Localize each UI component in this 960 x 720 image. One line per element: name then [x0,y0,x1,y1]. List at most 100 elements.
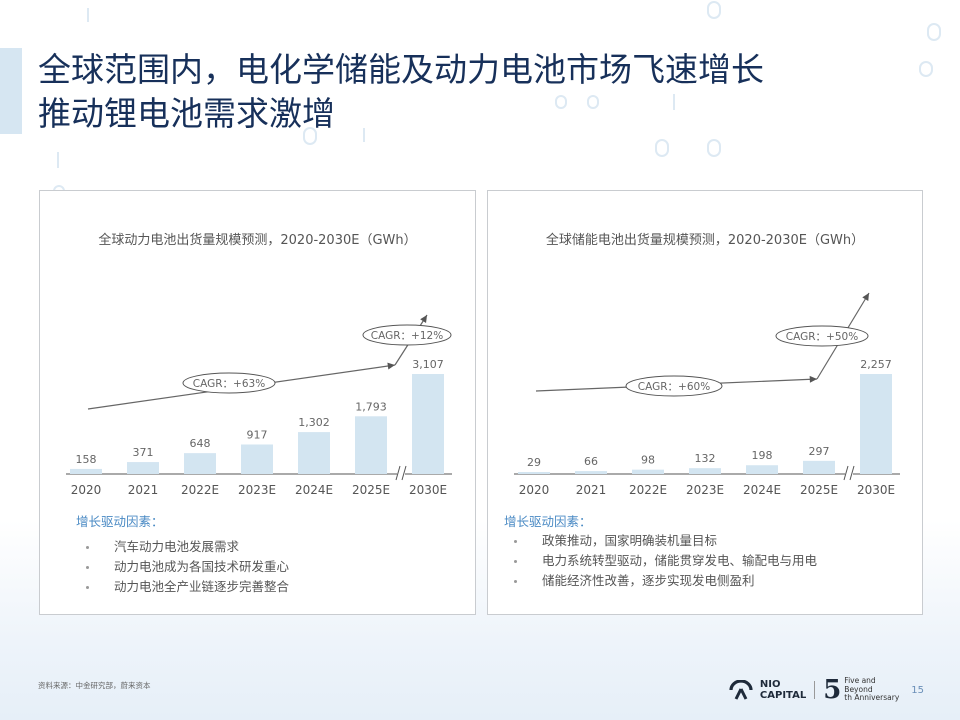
list-item: 电力系统转型驱动，储能贯穿发电、输配电与用电 [514,551,817,571]
x-tick-label: 2025E [352,483,390,497]
x-tick-label: 2024E [743,483,781,497]
data-label: 66 [584,455,598,468]
bar-2025E [803,460,835,474]
anniversary-text: Five and Beyond th Anniversary [844,677,899,703]
x-tick-label: 2030E [409,483,447,497]
list-item: 动力电池全产业链逐步完善整合 [86,577,289,597]
page-title: 全球范围内，电化学储能及动力电池市场飞速增长 推动锂电池需求激增 [38,48,764,136]
list-item: 汽车动力电池发展需求 [86,537,289,557]
x-tick-label: 2020 [71,483,102,497]
bar-2023E [241,444,273,474]
page-title-line-1: 全球范围内，电化学储能及动力电池市场飞速增长 [38,50,764,89]
driver-text: 动力电池全产业链逐步完善整合 [114,579,290,594]
data-label: 2,257 [860,358,892,371]
bullet-icon [86,546,89,549]
bar-2022E [184,453,216,474]
cagr-ellipse [625,375,723,397]
logo-divider [814,681,816,699]
anniv-line-3: th Anniversary [844,693,900,703]
data-label: 158 [76,453,97,466]
nio-capital-wordmark: NIO CAPITAL [760,679,806,701]
x-tick-label: 2022E [181,483,219,497]
chart-title: 全球动力电池出货量规模预测，2020-2030E（GWh） [98,233,417,248]
x-tick-label: 2023E [686,483,724,497]
drivers-title: 增长驱动因素： [504,514,592,529]
x-tick-label: 2020 [519,483,550,497]
data-label: 29 [527,456,541,469]
drivers-list: 汽车动力电池发展需求 动力电池成为各国技术研发重心 动力电池全产业链逐步完善整合 [86,537,289,597]
x-tick-label: 2022E [629,483,667,497]
bullet-icon [514,560,517,563]
nio-logo-icon [729,680,753,700]
logo-line-2: CAPITAL [759,690,807,701]
arrow-head-icon [862,293,869,301]
bullet-icon [86,566,89,569]
power-battery-panel: 全球动力电池出货量规模预测，2020-2030E（GWh） 158 2020 371… [39,190,476,615]
x-tick-label: 2023E [238,483,276,497]
bullet-icon [514,580,517,583]
bar-2024E [298,432,330,474]
data-label: 98 [641,454,655,467]
data-label: 1,302 [298,416,330,429]
logo-line-1: NIO [759,679,781,690]
bar-2023E [689,468,721,474]
list-item: 政策推动，国家明确装机量目标 [514,531,817,551]
bar-2025E [355,416,387,474]
bullet-icon [514,540,517,543]
arrow-head-icon [420,315,427,323]
data-label: 297 [809,445,830,458]
axis-break-mark [843,465,849,481]
footer-logo: NIO CAPITAL 5 Five and Beyond th Anniver… [728,672,924,708]
x-tick-label: 2021 [128,483,159,497]
anniv-line-2: Beyond [844,684,873,694]
data-label: 198 [752,449,773,462]
bar-2030E [860,374,892,474]
bar-2020 [70,468,102,474]
axis-break-gap [845,466,853,480]
chart-title: 全球储能电池出货量规模预测，2020-2030E（GWh） [545,233,865,248]
energy-storage-chart: 29 2020 66 2021 98 2022E 132 2023E 198 2024E 297 20… [514,292,900,497]
axis-break-mark [395,465,401,481]
driver-text: 动力电池成为各国技术研发重心 [114,559,290,574]
bar-2024E [746,465,778,474]
list-item: 储能经济性改善，逐步实现发电侧盈利 [514,571,817,591]
data-label: 648 [190,437,211,450]
anniv-line-1: Five and [844,676,876,686]
page-number: 15 [911,684,924,696]
driver-text: 电力系统转型驱动，储能贯穿发电、输配电与用电 [542,553,818,568]
data-label: 371 [133,446,154,459]
cagr-label: CAGR：+60% [638,381,710,393]
axis-break-mark [849,465,855,481]
page-title-line-2: 推动锂电池需求激增 [38,94,335,133]
data-label: 132 [695,452,716,465]
data-label: 917 [247,428,268,441]
bullet-icon [86,586,89,589]
bar-2021 [127,462,159,474]
cagr-label: CAGR：+12% [371,330,443,342]
x-tick-label: 2030E [857,483,895,497]
axis-break-mark [401,465,407,481]
bar-2022E [632,469,664,474]
bar-2020 [518,472,550,474]
x-tick-label: 2021 [576,483,607,497]
energy-storage-panel: 全球储能电池出货量规模预测，2020-2030E（GWh） 29 2020 66 20… [487,190,923,615]
title-accent-bar [0,48,22,134]
arrow-head-icon [387,362,395,370]
bar-2030E [412,374,444,474]
source-note: 资料来源：中金研究部，蔚来资本 [38,681,151,690]
anniversary-number: 5 [823,675,842,705]
list-item: 动力电池成为各国技术研发重心 [86,557,289,577]
axis-break-gap [397,466,405,480]
arrow-head-icon [809,375,817,383]
data-label: 3,107 [412,358,444,371]
driver-text: 储能经济性改善，逐步实现发电侧盈利 [542,573,755,588]
cagr-label: CAGR：+50% [786,331,858,343]
cagr-ellipse [775,325,869,347]
drivers-title: 增长驱动因素： [76,514,164,529]
driver-text: 政策推动，国家明确装机量目标 [542,533,718,548]
power-battery-chart: 158 2020 371 2021 648 2022E 917 2023E 1,302 2024E… [66,314,452,497]
bar-2021 [575,471,607,474]
data-label: 1,793 [355,400,387,413]
cagr-label: CAGR：+63% [193,378,265,390]
cagr-ellipse [182,372,276,394]
